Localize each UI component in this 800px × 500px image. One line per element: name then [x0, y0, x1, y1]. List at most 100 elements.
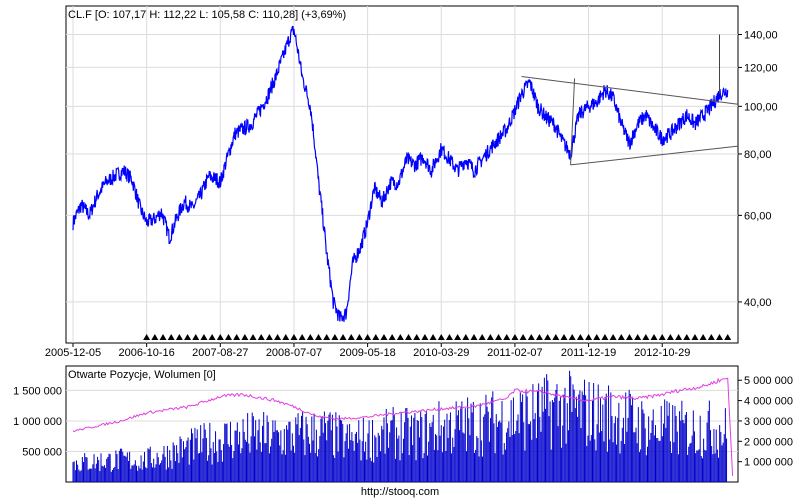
event-marker	[650, 334, 658, 340]
event-marker	[347, 334, 355, 340]
event-marker	[274, 334, 282, 340]
event-marker	[421, 334, 429, 340]
price-x-tick-label: 2011-02-07	[487, 347, 542, 359]
price-chart-title: CL.F [O: 107,17 H: 112,22 L: 105,58 C: 1…	[68, 9, 346, 21]
event-marker	[282, 334, 290, 340]
price-y-tick-label: 80,00	[744, 149, 772, 161]
price-x-tick-label: 2006-10-16	[119, 347, 175, 359]
event-marker	[683, 334, 691, 340]
event-marker	[445, 334, 453, 340]
event-marker	[642, 334, 650, 340]
event-marker	[454, 334, 462, 340]
trendline	[521, 76, 739, 105]
event-marker	[429, 334, 437, 340]
event-marker	[306, 334, 314, 340]
event-marker	[175, 334, 183, 340]
event-marker	[503, 334, 511, 340]
event-marker	[609, 334, 617, 340]
event-marker	[290, 334, 298, 340]
event-marker	[192, 334, 200, 340]
event-marker	[143, 334, 151, 340]
volume-y-right-tick-label: 4 000 000	[744, 396, 793, 408]
price-x-tick-label: 2008-07-07	[266, 347, 322, 359]
event-marker	[364, 334, 372, 340]
price-x-tick-label: 2009-05-18	[339, 347, 395, 359]
event-marker	[249, 334, 257, 340]
event-marker	[593, 334, 601, 340]
price-y-tick-label: 140,00	[744, 30, 778, 42]
event-marker	[257, 334, 265, 340]
event-marker	[576, 334, 584, 340]
price-y-tick-label: 120,00	[744, 62, 778, 74]
volume-y-left-tick-label: 500 000	[22, 446, 62, 458]
event-marker	[478, 334, 486, 340]
price-y-tick-label: 60,00	[744, 210, 772, 222]
event-marker	[601, 334, 609, 340]
event-marker	[470, 334, 478, 340]
event-marker	[511, 334, 519, 340]
event-marker	[331, 334, 339, 340]
event-marker	[437, 334, 445, 340]
price-x-tick-label: 2005-12-05	[45, 347, 101, 359]
event-marker	[552, 334, 560, 340]
event-marker	[200, 334, 208, 340]
event-marker	[519, 334, 527, 340]
event-marker	[707, 334, 715, 340]
open-interest-line	[72, 377, 734, 476]
price-x-tick-label: 2007-08-27	[192, 347, 248, 359]
event-marker	[315, 334, 323, 340]
event-marker	[159, 334, 167, 340]
event-marker	[208, 334, 216, 340]
event-marker	[486, 334, 494, 340]
event-marker	[413, 334, 421, 340]
volume-y-left-tick-label: 1 500 000	[13, 385, 62, 397]
event-marker	[560, 334, 568, 340]
event-marker	[167, 334, 175, 340]
volume-y-left-tick-label: 1 000 000	[13, 416, 62, 428]
volume-y-right-tick-label: 2 000 000	[744, 436, 793, 448]
event-marker	[323, 334, 331, 340]
volume-y-right-tick-label: 1 000 000	[744, 457, 793, 469]
event-marker	[691, 334, 699, 340]
event-marker	[216, 334, 224, 340]
event-marker	[298, 334, 306, 340]
event-marker	[405, 334, 413, 340]
event-marker	[658, 334, 666, 340]
volume-y-right-tick-label: 5 000 000	[744, 375, 793, 387]
event-marker	[224, 334, 232, 340]
event-marker	[388, 334, 396, 340]
event-marker	[666, 334, 674, 340]
volume-y-right-tick-label: 3 000 000	[744, 416, 793, 428]
event-marker	[339, 334, 347, 340]
event-marker	[699, 334, 707, 340]
event-marker	[151, 334, 159, 340]
event-marker	[380, 334, 388, 340]
footer-url[interactable]: http://stooq.com	[360, 486, 440, 498]
event-marker	[495, 334, 503, 340]
price-x-tick-label: 2011-12-19	[561, 347, 616, 359]
volume-chart-title: Otwarte Pozycje, Wolumen [0]	[68, 369, 216, 381]
price-series-line	[72, 25, 729, 322]
event-marker	[184, 334, 192, 340]
event-marker	[372, 334, 380, 340]
event-marker	[724, 334, 732, 340]
event-marker	[625, 334, 633, 340]
event-marker	[535, 334, 543, 340]
event-marker	[265, 334, 273, 340]
volume-bars	[72, 370, 728, 482]
event-marker	[241, 334, 249, 340]
trendline	[570, 78, 576, 165]
event-marker	[462, 334, 470, 340]
event-marker	[634, 334, 642, 340]
event-marker	[527, 334, 535, 340]
price-y-tick-label: 40,00	[744, 297, 772, 309]
trendline	[570, 145, 739, 166]
event-marker	[233, 334, 241, 340]
event-marker	[585, 334, 593, 340]
price-y-tick-label: 100,00	[744, 101, 778, 113]
event-marker	[675, 334, 683, 340]
event-marker	[355, 334, 363, 340]
event-marker	[396, 334, 404, 340]
